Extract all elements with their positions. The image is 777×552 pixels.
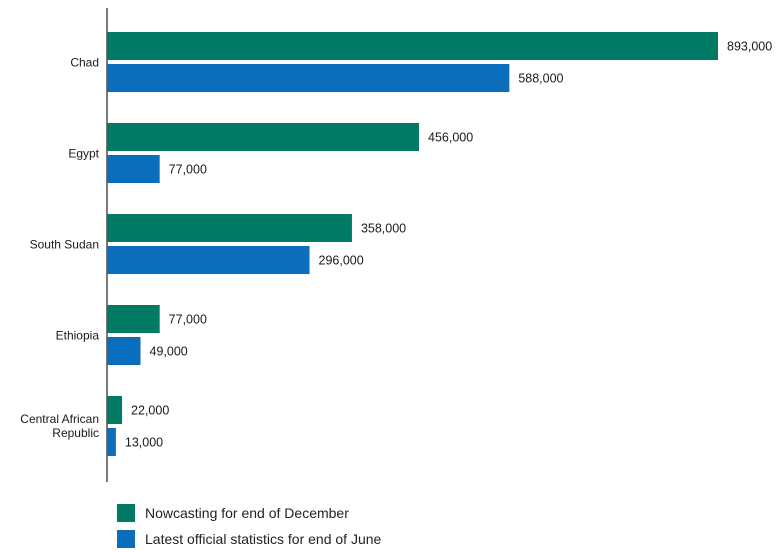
bar-central-african-republic-official [107, 428, 116, 456]
value-label-egypt-official: 77,000 [169, 163, 207, 177]
value-label-chad-nowcasting: 893,000 [727, 40, 772, 54]
value-label-ethiopia-nowcasting: 77,000 [169, 313, 207, 327]
bar-south-sudan-official [107, 246, 310, 274]
legend-label-nowcasting: Nowcasting for end of December [145, 505, 349, 521]
bar-egypt-official [107, 155, 160, 183]
value-label-central-african-republic-official: 13,000 [125, 436, 163, 450]
bar-central-african-republic-nowcasting [107, 396, 123, 424]
legend-swatch-official [117, 530, 135, 548]
bar-chad-official [107, 64, 510, 92]
bars-group [107, 32, 718, 456]
labels-group: 893,000 588,000 Chad 456,000 77,000 Egypt 358,… [20, 40, 772, 450]
category-label-south-sudan: South Sudan [30, 238, 99, 252]
bar-ethiopia-official [107, 337, 141, 365]
legend-item-official: Latest official statistics for end of Ju… [117, 526, 381, 552]
value-label-ethiopia-official: 49,000 [150, 345, 188, 359]
legend-label-official: Latest official statistics for end of Ju… [145, 531, 382, 547]
value-label-south-sudan-official: 296,000 [319, 254, 364, 268]
legend: Nowcasting for end of December Latest of… [117, 500, 381, 552]
value-label-chad-official: 588,000 [518, 72, 563, 86]
legend-item-nowcasting: Nowcasting for end of December [117, 500, 381, 526]
category-label-egypt: Egypt [68, 147, 99, 161]
bar-ethiopia-nowcasting [107, 305, 160, 333]
category-label-central-african-republic: Central African Republic [20, 412, 99, 440]
value-label-central-african-republic-nowcasting: 22,000 [131, 404, 169, 418]
bar-south-sudan-nowcasting [107, 214, 352, 242]
bar-chad-nowcasting [107, 32, 718, 60]
bar-egypt-nowcasting [107, 123, 419, 151]
legend-swatch-nowcasting [117, 504, 135, 522]
value-label-south-sudan-nowcasting: 358,000 [361, 222, 406, 236]
category-label-ethiopia: Ethiopia [56, 329, 100, 343]
value-label-egypt-nowcasting: 456,000 [428, 131, 473, 145]
category-label-chad: Chad [70, 56, 99, 70]
